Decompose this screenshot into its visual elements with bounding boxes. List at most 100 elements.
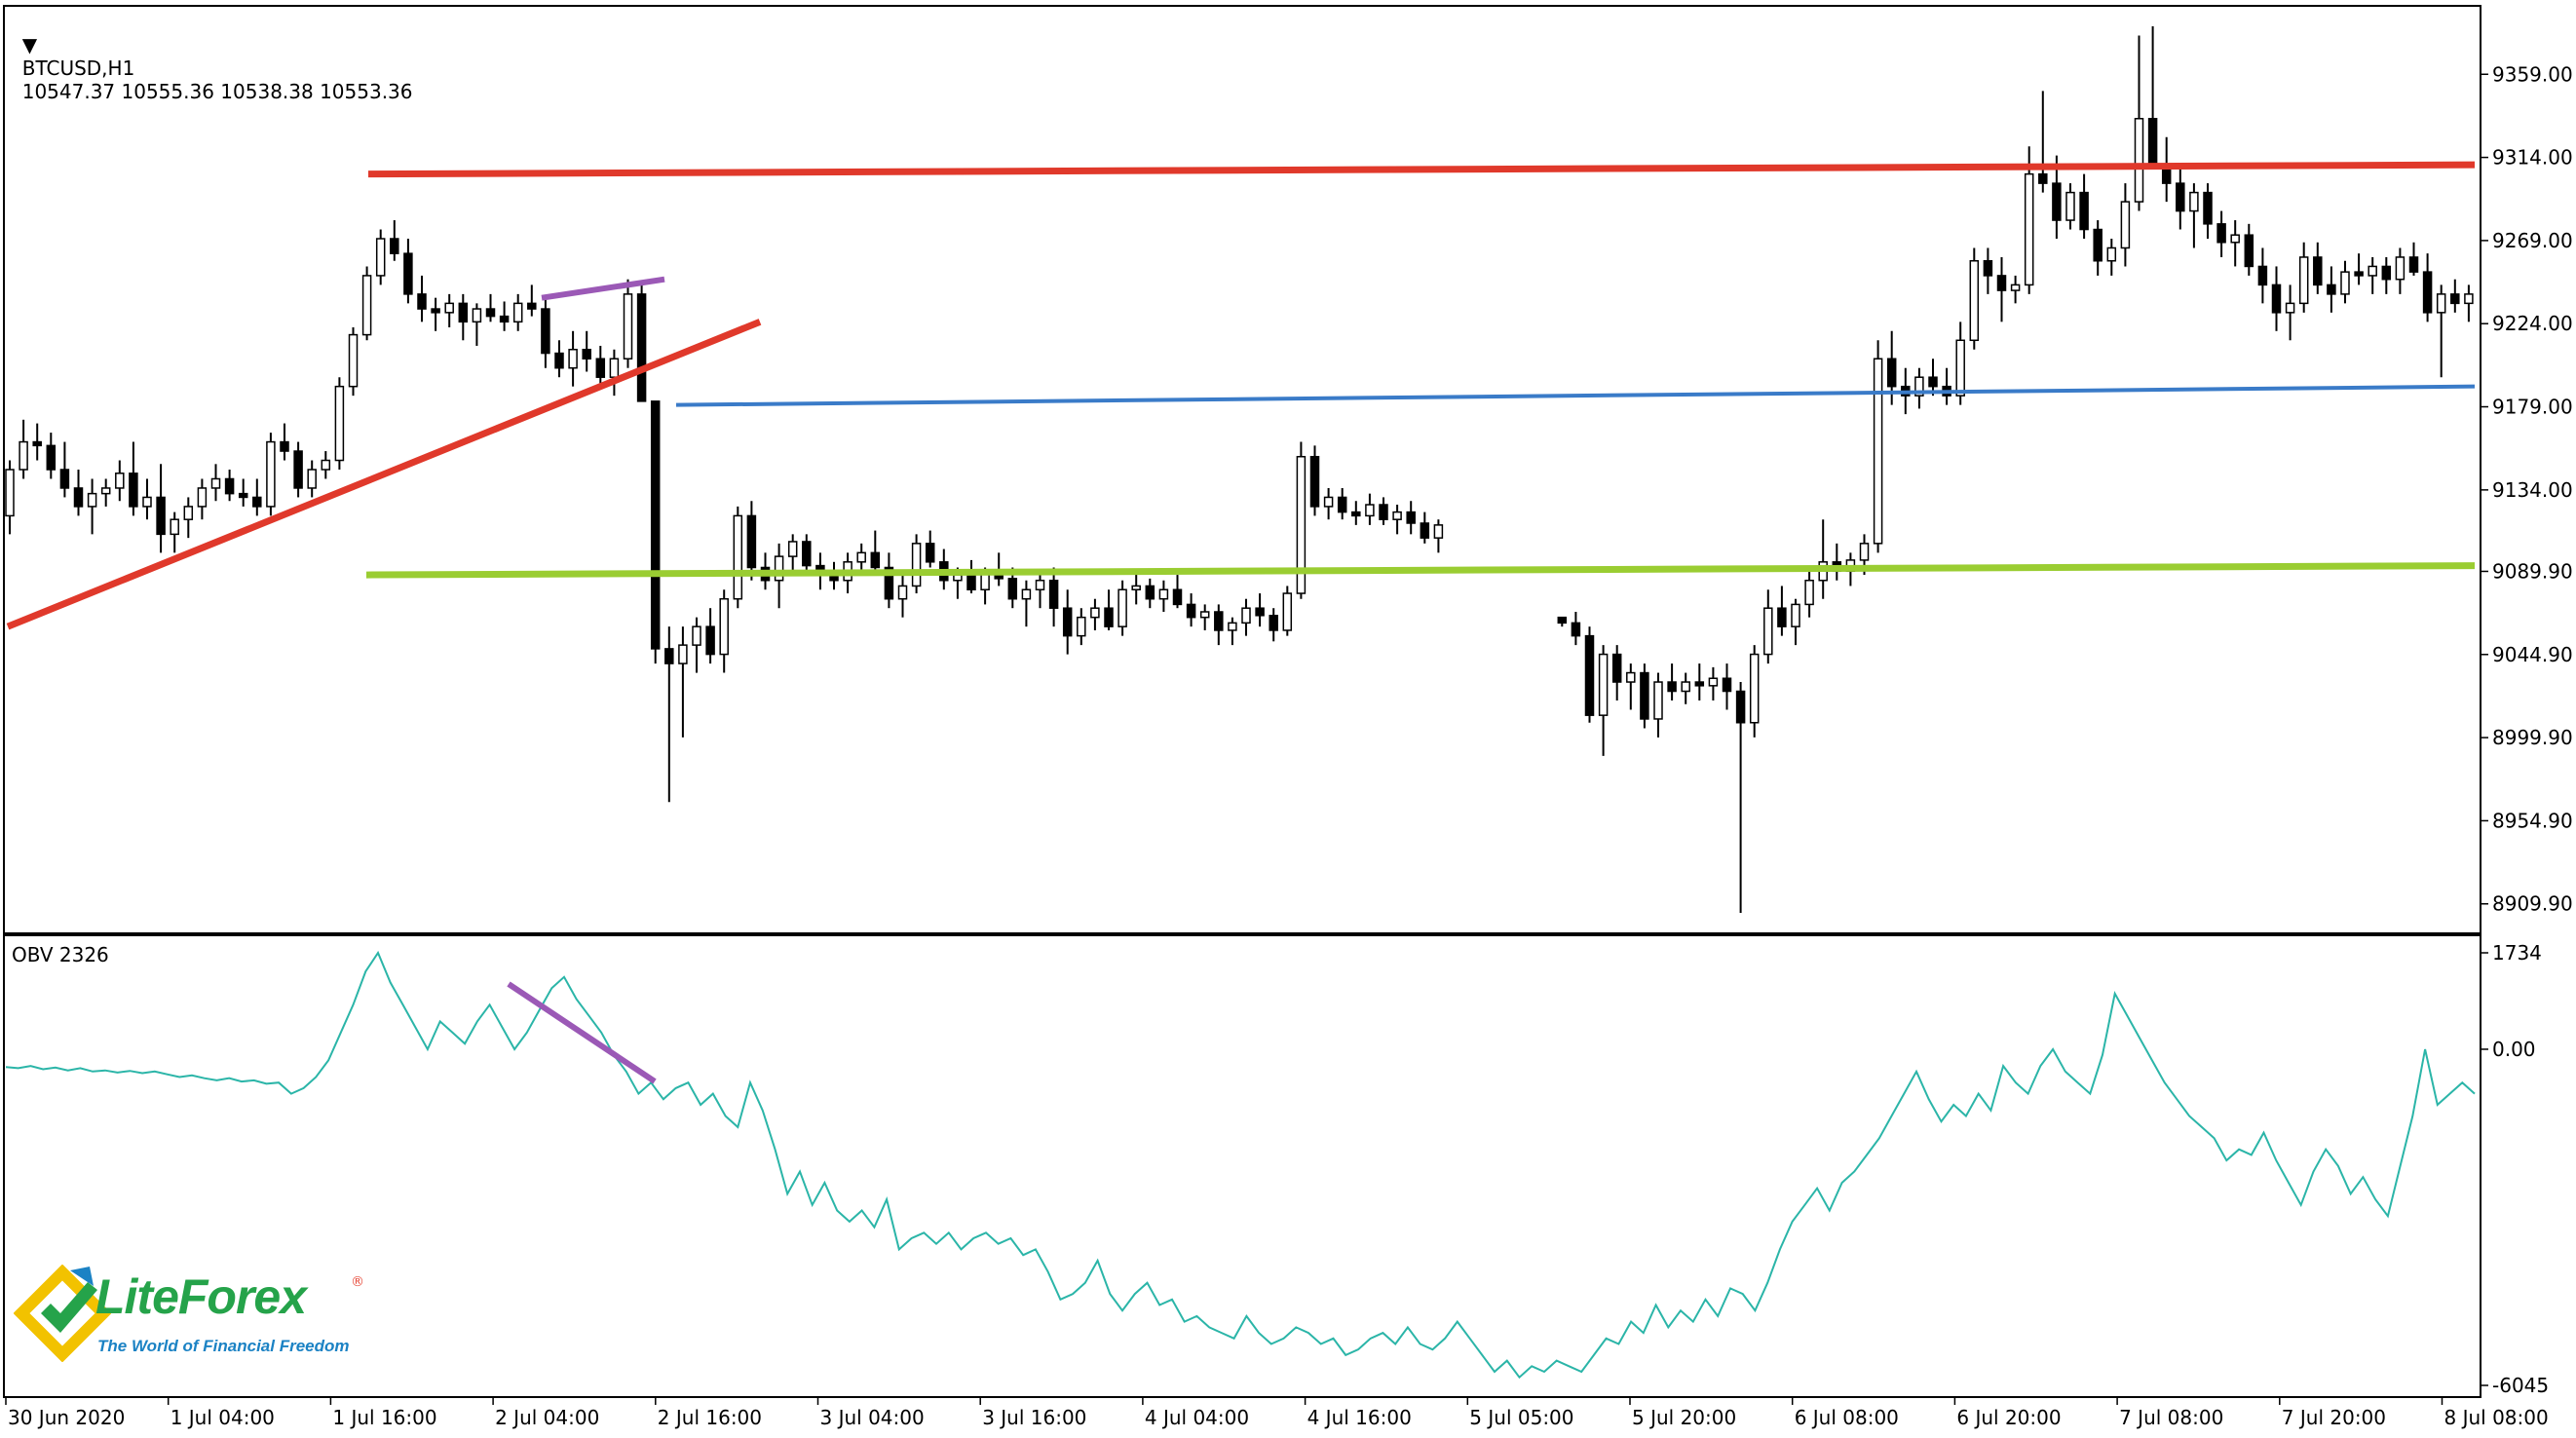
- candle-body: [2422, 271, 2433, 314]
- candle-body: [115, 473, 125, 489]
- candle-body: [1337, 496, 1347, 513]
- candle-body: [568, 349, 578, 369]
- candles-layer: [5, 25, 2474, 914]
- candle-body: [87, 492, 97, 508]
- candle-body: [1722, 677, 1732, 693]
- candle-body: [2436, 293, 2446, 314]
- candle-body: [870, 551, 881, 569]
- candle-body: [156, 496, 166, 536]
- support-line-green[interactable]: [365, 562, 2476, 579]
- candle-body: [2340, 271, 2350, 295]
- candle-body: [361, 275, 372, 336]
- candle-body: [1996, 275, 2007, 291]
- candle-body: [1199, 611, 1210, 619]
- candle-body: [2368, 265, 2377, 277]
- candle-body: [2450, 293, 2460, 305]
- candle-body: [1090, 607, 1100, 619]
- header-menu-icon[interactable]: ▼: [21, 33, 38, 57]
- candle-body: [1653, 681, 1663, 720]
- candle-body: [595, 358, 606, 378]
- obv-label: OBV 2326: [12, 943, 109, 966]
- candle-body: [210, 477, 221, 489]
- candle-body: [1983, 260, 1993, 277]
- time-tick-label: 5 Jul 20:00: [1632, 1406, 1736, 1429]
- candle-body: [334, 385, 345, 462]
- candle-body: [348, 333, 359, 388]
- candle-body: [1007, 578, 1018, 600]
- price-divergence-line[interactable]: [541, 276, 665, 301]
- resistance-line[interactable]: [367, 161, 2476, 178]
- candle-body: [512, 302, 523, 323]
- time-tick-label: 7 Jul 20:00: [2282, 1406, 2386, 1429]
- obv-axis: 1734 0.00 -6045: [2481, 941, 2549, 1397]
- candle-body: [2327, 284, 2336, 295]
- logo-wordmark: LiteForex: [95, 1269, 307, 1324]
- time-tick-label: 2 Jul 04:00: [495, 1406, 599, 1429]
- candle-body: [1077, 616, 1086, 637]
- candle-body: [527, 302, 537, 310]
- candle-body: [2038, 172, 2048, 184]
- candle-body: [59, 469, 70, 489]
- candle-body: [1214, 611, 1224, 631]
- candle-body: [1158, 588, 1169, 600]
- candle-body: [2120, 201, 2131, 249]
- obv-divergence-line[interactable]: [507, 981, 657, 1084]
- candle-body: [2381, 265, 2392, 281]
- candle-body: [966, 574, 976, 590]
- candle-body: [1104, 607, 1114, 627]
- price-tick-label: 9359.00: [2492, 62, 2573, 86]
- candle-body: [2106, 246, 2117, 262]
- candle-body: [485, 308, 496, 318]
- candle-body: [1667, 681, 1677, 693]
- candle-body: [1791, 603, 1800, 627]
- price-tick-label: 8909.90: [2492, 892, 2573, 916]
- candle-body: [252, 496, 262, 508]
- candle-body: [431, 308, 440, 314]
- candle-body: [307, 469, 317, 489]
- candle-body: [678, 644, 688, 664]
- candle-body: [1351, 511, 1361, 517]
- candle-body: [2134, 118, 2144, 203]
- time-tick-label: 4 Jul 04:00: [1145, 1406, 1249, 1429]
- candle-body: [1118, 588, 1127, 627]
- ascending-trendline[interactable]: [6, 319, 762, 630]
- time-tick-label: 1 Jul 04:00: [170, 1406, 275, 1429]
- candle-body: [746, 514, 757, 569]
- price-tick-label: 9314.00: [2492, 146, 2573, 170]
- liteforex-emblem-icon: [14, 1265, 111, 1362]
- candle-body: [1241, 607, 1251, 624]
- candle-body: [390, 238, 399, 254]
- candle-body: [183, 506, 194, 520]
- candle-body: [1626, 671, 1636, 683]
- candle-body: [403, 252, 413, 295]
- liteforex-logo: LiteForex ® The World of Financial Freed…: [14, 1265, 384, 1385]
- price-tick-label: 8999.90: [2492, 726, 2573, 749]
- candle-body: [1282, 592, 1293, 631]
- candle-body: [2189, 191, 2199, 212]
- time-tick-label: 3 Jul 16:00: [982, 1406, 1086, 1429]
- time-tick-label: 4 Jul 16:00: [1307, 1406, 1412, 1429]
- candle-body: [2052, 182, 2062, 221]
- price-axis: 9359.00 9314.00 9269.00 9224.00 9179.00 9134.…: [2481, 62, 2573, 916]
- candle-body: [375, 238, 386, 277]
- candle-body: [1749, 653, 1760, 724]
- time-tick-label: 2 Jul 16:00: [658, 1406, 762, 1429]
- candle-body: [733, 514, 743, 600]
- candle-body: [224, 477, 235, 495]
- candle-body: [1433, 524, 1444, 539]
- price-tick-label: 9134.00: [2492, 478, 2573, 502]
- support-line-blue[interactable]: [675, 384, 2476, 407]
- candle-body: [1557, 616, 1568, 624]
- logo-tagline: The World of Financial Freedom: [97, 1337, 350, 1355]
- candle-body: [1269, 615, 1278, 631]
- candle-body: [1735, 690, 1746, 724]
- candle-body: [2271, 284, 2282, 314]
- candle-body: [5, 469, 15, 517]
- main-panel-border: [3, 5, 2481, 934]
- candle-body: [1228, 622, 1237, 631]
- candle-body: [100, 487, 111, 495]
- candle-body: [650, 400, 661, 650]
- candle-body: [19, 440, 28, 471]
- candle-body: [2079, 191, 2089, 231]
